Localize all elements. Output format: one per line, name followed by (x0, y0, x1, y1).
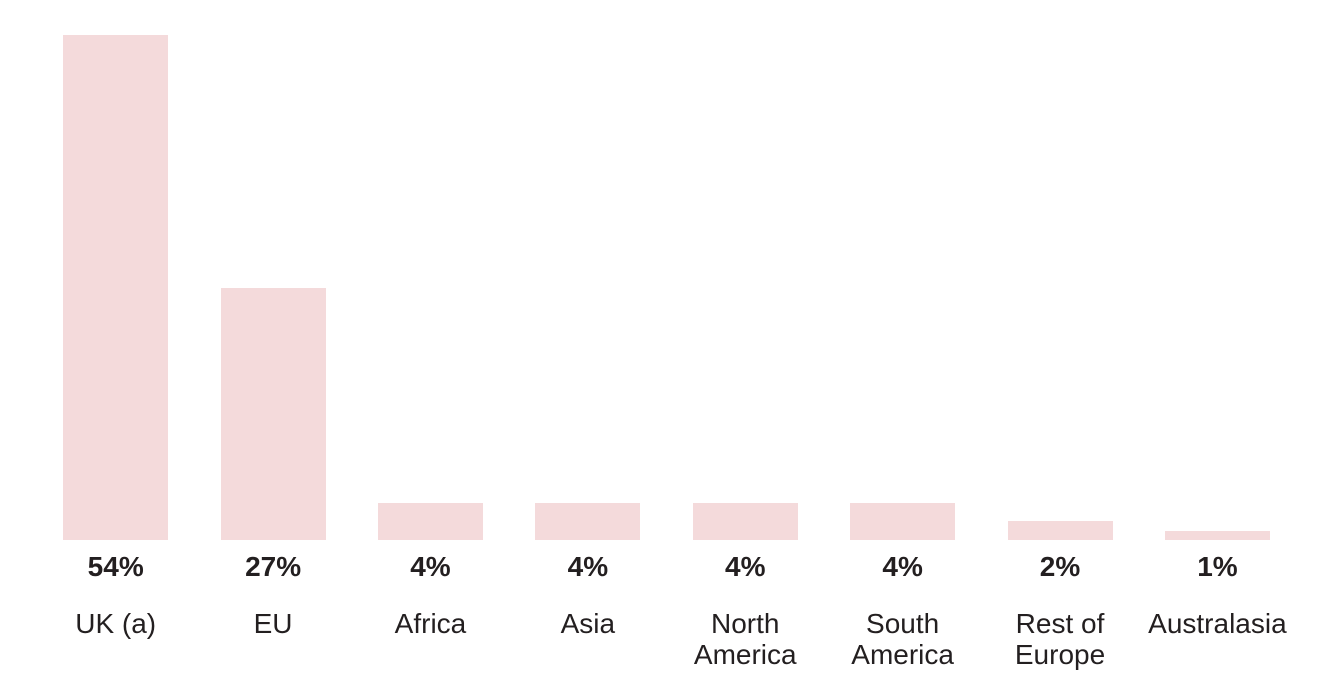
bar-track (981, 0, 1138, 540)
bar (535, 503, 641, 540)
bar-value-label: 4% (410, 551, 451, 582)
bar-category-label: South America (851, 608, 954, 670)
bar (692, 503, 798, 540)
bar (377, 503, 483, 540)
bar-track (824, 0, 981, 540)
bar (850, 503, 956, 540)
bar-category-label: EU (253, 608, 293, 639)
bar-column: 27% EU (194, 0, 351, 670)
bar-track (37, 0, 194, 540)
bar-category-label: Rest of Europe (1014, 608, 1106, 670)
bar-track (509, 0, 666, 540)
bar-value-label: 4% (567, 551, 609, 582)
bar-category-label: Africa (394, 608, 467, 639)
bar-category-label: UK (a) (75, 608, 157, 639)
bar-value-label: 4% (725, 551, 766, 582)
bar-value-label: 27% (245, 551, 302, 582)
bar-track (1139, 0, 1296, 540)
bar-column: 2% Rest of Europe (981, 0, 1138, 670)
bar (220, 288, 326, 540)
bar-column: 4% South America (824, 0, 981, 670)
bar-column: 4% Africa (352, 0, 509, 670)
bar-category-label: Asia (560, 608, 616, 639)
bar-track (194, 0, 351, 540)
bar-track (667, 0, 824, 540)
bar-chart-plot-area: 54% UK (a) 27% EU 4% Africa 4% Asia 4% North Amer… (37, 0, 1296, 670)
bar-category-label: North America (693, 608, 797, 670)
bar (63, 35, 169, 540)
bar-value-label: 1% (1197, 551, 1238, 582)
bar-column: 1% Australasia (1139, 0, 1296, 670)
bar-value-label: 4% (882, 551, 923, 582)
bar-value-label: 54% (87, 551, 144, 582)
bar-column: 4% North America (667, 0, 824, 670)
bar-category-label: Australasia (1148, 608, 1287, 639)
bar-column: 54% UK (a) (37, 0, 194, 670)
bar-column: 4% Asia (509, 0, 666, 670)
bar-track (352, 0, 509, 540)
bar (1164, 531, 1270, 540)
bar (1007, 521, 1113, 540)
bar-value-label: 2% (1039, 551, 1081, 582)
